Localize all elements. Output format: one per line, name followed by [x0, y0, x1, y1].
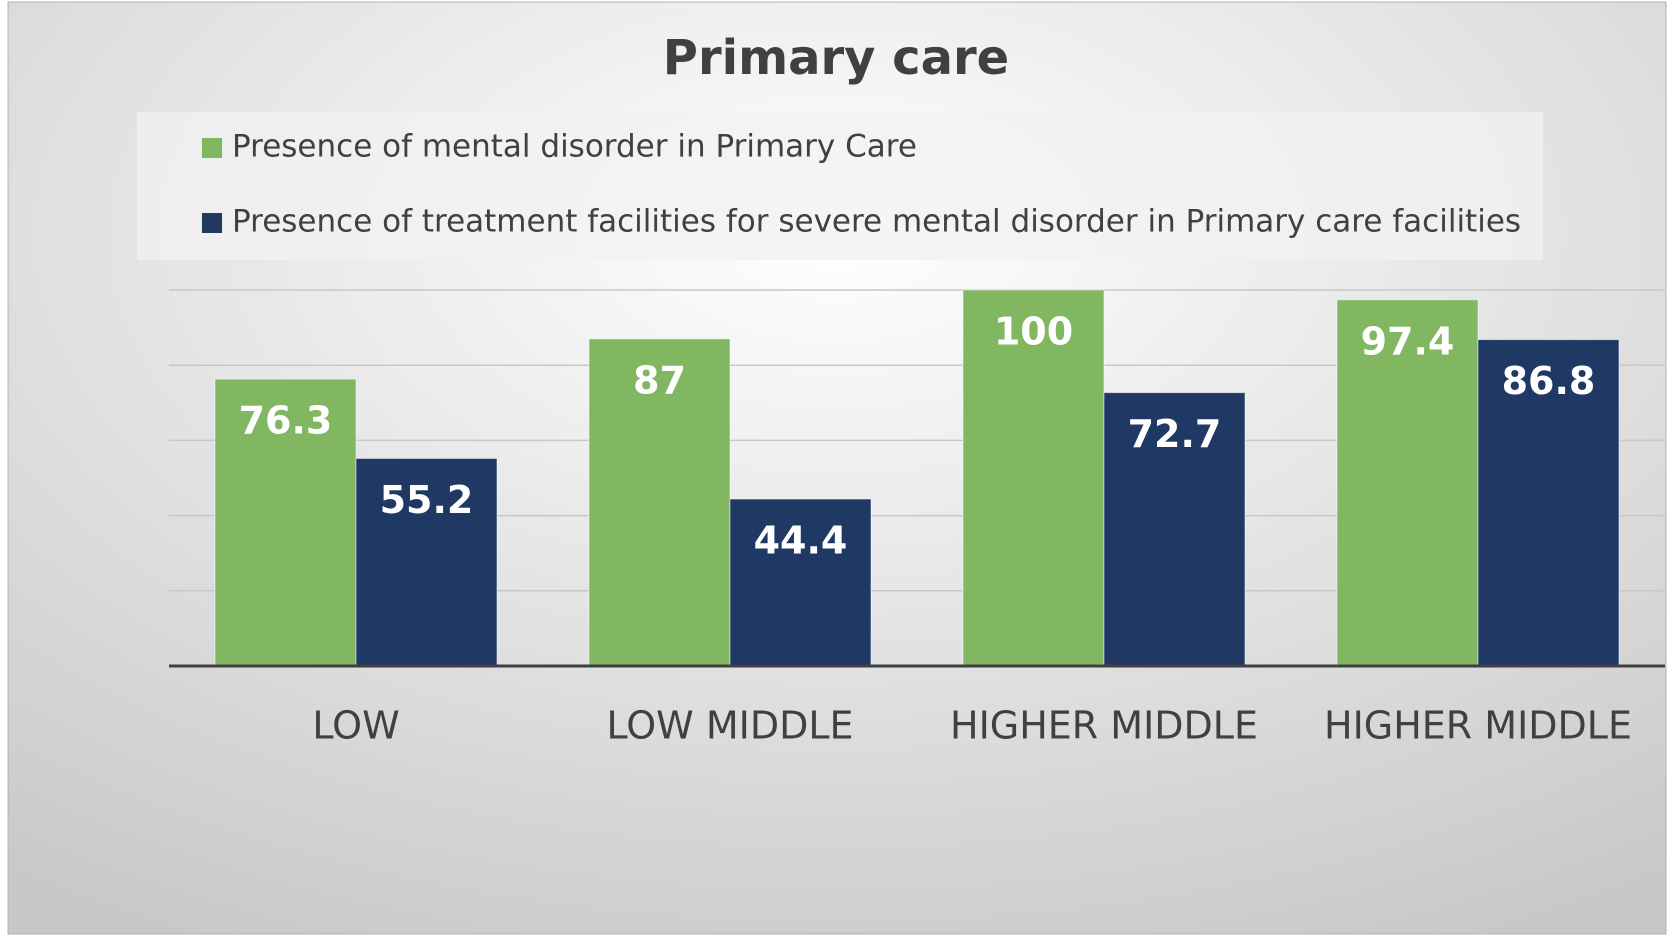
legend-swatch [202, 213, 222, 233]
legend-box [137, 112, 1543, 260]
bar [1336, 299, 1479, 667]
x-tick-label: LOW [312, 704, 399, 748]
x-tick-label: LOW MIDDLE [606, 704, 853, 748]
data-label: 100 [994, 310, 1073, 354]
legend-label: Presence of treatment facilities for sev… [232, 204, 1521, 240]
bar [1103, 392, 1246, 667]
bar [214, 378, 357, 667]
bar [962, 289, 1105, 667]
data-label: 55.2 [380, 478, 474, 522]
data-label: 76.3 [239, 399, 333, 443]
legend-label: Presence of mental disorder in Primary C… [232, 129, 917, 165]
x-tick-label: HIGHER MIDDLE [950, 704, 1258, 748]
data-label: 87 [633, 358, 686, 402]
bar [1477, 339, 1620, 667]
chart-title: Primary care [663, 30, 1009, 86]
data-label: 86.8 [1502, 359, 1596, 403]
x-tick-label: HIGHER MIDDLE [1324, 704, 1632, 748]
data-label: 97.4 [1361, 319, 1455, 363]
legend-swatch [202, 138, 222, 158]
data-label: 44.4 [754, 519, 848, 563]
data-label: 72.7 [1128, 412, 1222, 456]
